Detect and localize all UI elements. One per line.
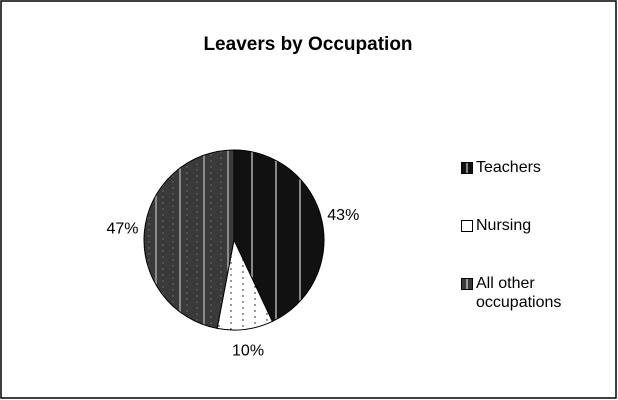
legend-label: Teachers bbox=[476, 159, 541, 176]
data-label: 47% bbox=[106, 221, 138, 238]
data-label: 10% bbox=[232, 342, 264, 359]
pie-slice bbox=[233, 149, 325, 323]
data-label: 43% bbox=[327, 207, 359, 224]
legend-swatch bbox=[461, 162, 473, 174]
legend-swatch bbox=[461, 278, 473, 290]
pie-slice bbox=[143, 149, 235, 329]
legend-label: All other occupations bbox=[476, 275, 562, 311]
chart-title: Leavers by Occupation bbox=[203, 34, 412, 55]
legend-item: Nursing bbox=[461, 216, 611, 274]
legend-swatch bbox=[461, 220, 473, 232]
legend-label: Nursing bbox=[476, 217, 532, 234]
legend: Teachers Nursing All other occupations bbox=[461, 158, 611, 332]
legend-item: Teachers bbox=[461, 158, 611, 216]
legend-item: All other occupations bbox=[461, 274, 611, 332]
